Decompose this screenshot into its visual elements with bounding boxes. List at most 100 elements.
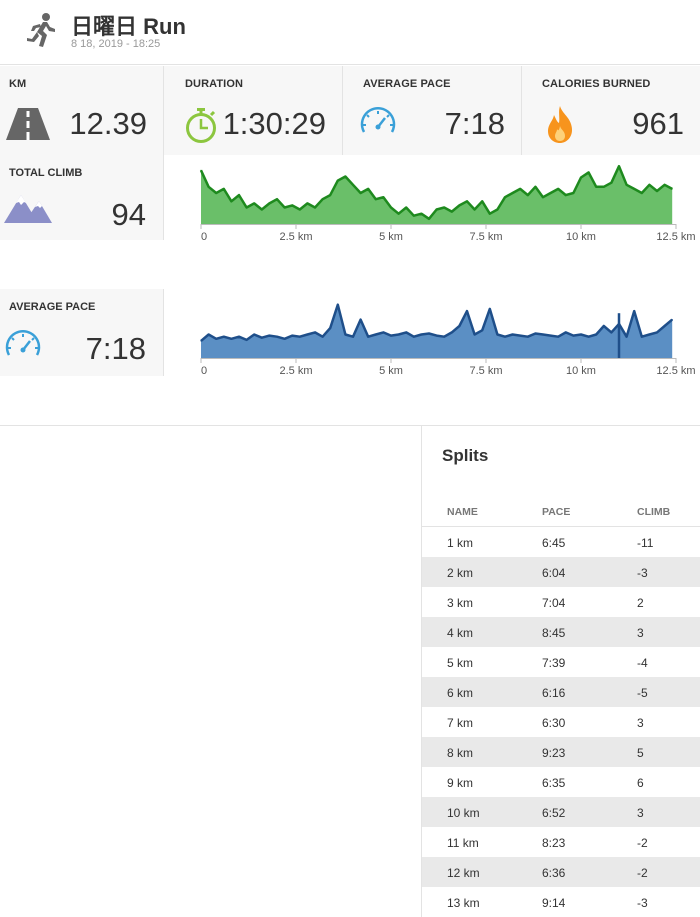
data-point	[268, 335, 270, 337]
data-point	[246, 339, 248, 341]
data-point	[352, 336, 354, 338]
divider	[163, 66, 164, 155]
data-point	[512, 333, 514, 336]
data-point	[208, 186, 210, 188]
data-point	[375, 198, 377, 200]
data-point	[489, 308, 491, 310]
x-tick-label: 10 km	[566, 231, 596, 243]
split-pace-cell: 6:36	[542, 866, 566, 880]
series-area	[201, 166, 673, 224]
table-row: 5 km 7:39 -4	[422, 647, 700, 677]
split-pace-cell: 8:23	[542, 836, 566, 850]
table-row: 11 km 8:23 -2	[422, 827, 700, 857]
data-point	[451, 331, 453, 333]
data-point	[641, 192, 643, 194]
data-point	[261, 208, 263, 211]
stat-label: AVERAGE PACE	[363, 78, 451, 90]
split-name-cell: 4 km	[447, 626, 474, 640]
data-point	[504, 336, 506, 338]
split-climb-cell: -4	[637, 656, 648, 670]
data-point	[413, 336, 415, 338]
data-point	[299, 336, 301, 338]
split-climb-cell: -3	[637, 896, 648, 910]
climb-summary: TOTAL CLIMB 94	[0, 155, 164, 240]
climb-section: TOTAL CLIMB 94 0 2.5 km 5 km 7.5 km 10 km 12.…	[0, 155, 700, 285]
splits-header-row: NAME PACE CLIMB	[422, 504, 700, 527]
splits-panel: Splits NAME PACE CLIMB 1 km 6:45 -11 2 km 6:…	[422, 426, 700, 917]
x-tick-label: 12.5 km	[656, 231, 695, 243]
x-tick-label: 10 km	[566, 365, 596, 377]
stat-average-pace: AVERAGE PACE 7:18	[343, 66, 521, 155]
data-point	[306, 333, 308, 336]
column-header-climb[interactable]: CLIMB	[637, 506, 671, 518]
split-name-cell: 1 km	[447, 536, 474, 550]
divider	[0, 425, 700, 426]
data-point	[557, 188, 559, 190]
data-point	[322, 336, 324, 338]
stat-distance: KM 12.39	[0, 66, 163, 155]
divider	[342, 66, 343, 155]
data-point	[603, 325, 605, 327]
activity-header: 日曜日 Run 8 18, 2019 - 18:25	[0, 0, 700, 65]
column-header-pace[interactable]: PACE	[542, 506, 571, 518]
data-point	[337, 304, 339, 306]
stopwatch-icon	[186, 108, 216, 143]
series-area	[201, 304, 673, 358]
pace-chart: 0 2.5 km 5 km 7.5 km 10 km 12.5 km	[200, 303, 696, 377]
stat-value: 12.39	[69, 106, 147, 141]
data-point	[428, 332, 430, 335]
data-point	[352, 184, 354, 186]
split-name-cell: 8 km	[447, 746, 474, 760]
data-point	[299, 208, 301, 211]
data-point	[420, 213, 422, 215]
table-row: 4 km 8:45 3	[422, 617, 700, 647]
data-point	[603, 186, 605, 188]
data-point	[344, 333, 346, 336]
pace-summary: AVERAGE PACE 7:18	[0, 289, 164, 376]
data-point	[595, 333, 597, 336]
data-point	[466, 310, 468, 312]
data-point	[534, 332, 536, 335]
table-row: 6 km 6:16 -5	[422, 677, 700, 707]
x-tick-label: 7.5 km	[469, 365, 502, 377]
speedometer-icon	[360, 107, 396, 133]
data-point	[565, 331, 567, 333]
split-climb-cell: 6	[637, 776, 644, 790]
data-point	[398, 333, 400, 336]
data-point	[496, 208, 498, 211]
data-point	[527, 336, 529, 338]
data-point	[238, 336, 240, 338]
x-tick-label: 5 km	[379, 365, 403, 377]
split-climb-cell: -11	[637, 536, 654, 550]
split-name-cell: 10 km	[447, 806, 480, 820]
table-row: 3 km 7:04 2	[422, 587, 700, 617]
data-point	[565, 194, 567, 196]
data-point	[314, 206, 316, 209]
data-point	[588, 171, 590, 173]
split-climb-cell: 3	[637, 626, 644, 640]
data-point	[466, 200, 468, 202]
data-point	[443, 336, 445, 338]
data-point	[261, 337, 263, 339]
stat-value: 1:30:29	[222, 106, 326, 141]
split-name-cell: 7 km	[447, 716, 474, 730]
data-point	[413, 215, 415, 217]
data-point	[580, 333, 582, 336]
data-point	[329, 327, 331, 329]
split-pace-cell: 7:04	[542, 596, 566, 610]
data-point	[656, 190, 658, 192]
split-pace-cell: 6:45	[542, 536, 566, 550]
data-point	[246, 206, 248, 209]
data-point	[474, 208, 476, 211]
column-header-name[interactable]: NAME	[447, 506, 478, 518]
data-point	[276, 198, 278, 200]
split-name-cell: 12 km	[447, 866, 480, 880]
data-point	[481, 329, 483, 331]
data-point	[428, 218, 430, 220]
data-point	[633, 310, 635, 312]
data-point	[458, 325, 460, 327]
table-row: 12 km 6:36 -2	[422, 857, 700, 887]
split-pace-cell: 7:39	[542, 656, 566, 670]
data-point	[436, 335, 438, 337]
data-point	[458, 204, 460, 206]
